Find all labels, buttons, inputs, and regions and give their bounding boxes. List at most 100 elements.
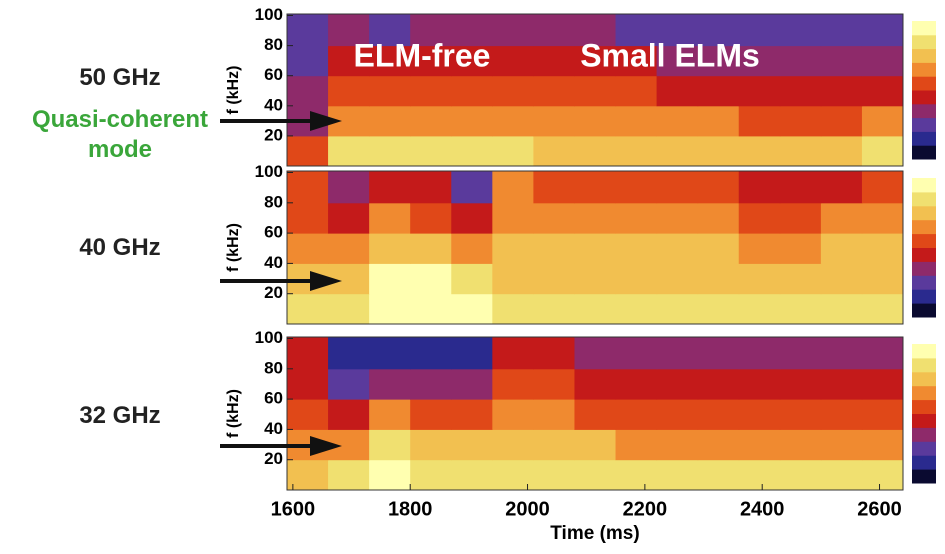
- heat-cell: [697, 459, 740, 491]
- heat-cell: [615, 368, 658, 400]
- heat-cell: [328, 459, 370, 491]
- arrow-head: [310, 271, 342, 291]
- plot-frame: [286, 170, 904, 325]
- colorbar-swatch: [912, 357, 936, 373]
- heat-cell: [738, 171, 781, 204]
- colorbar-swatch: [912, 413, 936, 428]
- heat-cell: [410, 368, 452, 400]
- heat-cell: [451, 135, 493, 167]
- heat-cell: [533, 459, 575, 491]
- y-tick-label: 80: [264, 192, 283, 211]
- panel-label: 32 GHz: [79, 402, 161, 429]
- heat-cell: [574, 45, 617, 77]
- heat-cell: [451, 45, 493, 77]
- heat-cell: [451, 233, 493, 264]
- heat-cell: [574, 293, 617, 325]
- heat-cell: [369, 45, 411, 77]
- heat-cell: [779, 14, 822, 47]
- heat-cell: [861, 337, 904, 370]
- heat-cell: [738, 45, 781, 77]
- region-label: Small ELMs: [580, 37, 760, 73]
- heat-cell: [574, 105, 617, 137]
- y-tick-label: 20: [264, 283, 283, 302]
- colorbar-swatch: [912, 145, 936, 160]
- heat-cell: [451, 337, 493, 370]
- colorbar-swatch: [912, 76, 936, 91]
- heat-cell: [369, 263, 411, 295]
- heat-cell: [656, 105, 699, 137]
- heat-cell: [820, 202, 863, 234]
- heat-cell: [738, 429, 781, 461]
- heat-cell: [615, 399, 658, 430]
- colorbar-swatch: [912, 303, 936, 318]
- heat-cell: [574, 75, 617, 107]
- colorbar-swatch: [912, 219, 936, 235]
- colorbar-swatch: [912, 275, 936, 290]
- heat-cell: [574, 135, 617, 167]
- heat-cell: [656, 293, 699, 325]
- heat-cell: [697, 263, 740, 295]
- heat-cell: [697, 337, 740, 370]
- heat-cell: [738, 459, 781, 491]
- heat-cell: [615, 105, 658, 137]
- arrow-head: [310, 111, 342, 131]
- heat-cell: [779, 399, 822, 430]
- heat-cell: [615, 135, 658, 167]
- heat-cell: [287, 14, 329, 47]
- heat-cell: [410, 105, 452, 137]
- heat-cell: [574, 368, 617, 400]
- heat-cell: [738, 263, 781, 295]
- colorbar-swatch: [912, 48, 936, 63]
- heat-cell: [861, 202, 904, 234]
- heat-cell: [738, 202, 781, 234]
- heat-cell: [779, 171, 822, 204]
- heat-cell: [697, 171, 740, 204]
- heat-cell: [574, 202, 617, 234]
- heat-cell: [287, 45, 329, 77]
- heat-cell: [861, 14, 904, 47]
- heat-cell: [697, 399, 740, 430]
- heat-cell: [369, 337, 411, 370]
- panel-label: 40 GHz: [79, 234, 161, 261]
- heat-cell: [451, 171, 493, 204]
- heat-cell: [287, 75, 329, 107]
- heat-cell: [533, 171, 575, 204]
- x-tick-label: 2400: [740, 498, 785, 520]
- heat-cell: [656, 135, 699, 167]
- heat-cell: [410, 171, 452, 204]
- heat-cell: [328, 263, 370, 295]
- heat-cell: [287, 459, 329, 491]
- heat-cell: [738, 75, 781, 107]
- heat-cell: [574, 399, 617, 430]
- colorbar-swatch: [912, 261, 936, 276]
- heat-cell: [820, 135, 863, 167]
- heat-cell: [738, 293, 781, 325]
- heat-cell: [492, 337, 534, 370]
- heat-cell: [738, 14, 781, 47]
- heat-cell: [656, 337, 699, 370]
- heat-cell: [328, 14, 370, 47]
- heat-cell: [287, 233, 329, 264]
- heat-cell: [697, 368, 740, 400]
- heat-cell: [533, 263, 575, 295]
- colorbar-swatch: [912, 103, 936, 119]
- x-tick-label: 2000: [505, 498, 550, 520]
- heat-cell: [656, 233, 699, 264]
- heat-cell: [615, 429, 658, 461]
- y-tick-label: 80: [264, 35, 283, 54]
- heat-cell: [492, 171, 534, 204]
- heat-cell: [492, 429, 534, 461]
- heat-cell: [451, 75, 493, 107]
- heat-cell: [533, 14, 575, 47]
- heat-cell: [615, 75, 658, 107]
- heat-cell: [287, 293, 329, 325]
- heat-cell: [615, 293, 658, 325]
- colorbar-swatch: [912, 117, 936, 132]
- heat-cell: [410, 14, 452, 47]
- heat-cell: [328, 399, 370, 430]
- heat-cell: [328, 202, 370, 234]
- heat-cell: [287, 337, 329, 370]
- heat-cell: [779, 337, 822, 370]
- heat-cell: [574, 233, 617, 264]
